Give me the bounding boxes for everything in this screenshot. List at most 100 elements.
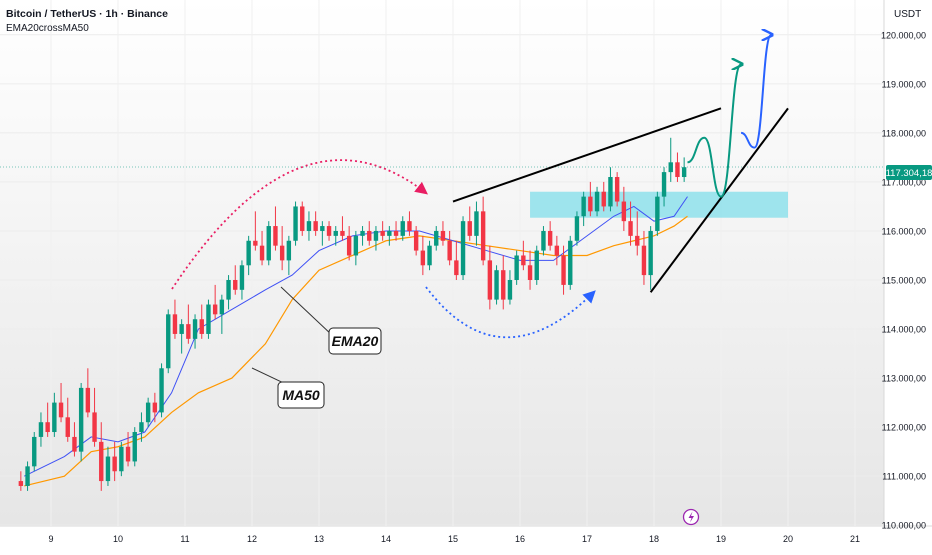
candle-body (166, 314, 171, 369)
candle-body (32, 436, 37, 467)
candle-body (239, 265, 245, 290)
time-tick-label: 10 (113, 534, 123, 544)
candle-body (179, 324, 184, 334)
candle-body (400, 221, 405, 236)
time-tick-label: 19 (716, 534, 726, 544)
currency-label: USDT (894, 9, 921, 20)
candle-body (186, 324, 191, 339)
callout-ema20-pointer (280, 286, 334, 337)
candle-body (420, 250, 426, 266)
candle-body (65, 417, 70, 437)
price-tick-label: 111.000,00 (882, 472, 926, 482)
candle-body (132, 432, 137, 462)
price-tick-label: 112.000,00 (882, 423, 926, 433)
candle-body (675, 162, 680, 178)
candle-body (72, 436, 77, 452)
candle-body (326, 226, 332, 236)
candle-body (614, 177, 620, 202)
candle-body (628, 221, 633, 236)
price-tick-label: 110.000,00 (882, 521, 926, 531)
time-tick-label: 16 (515, 534, 525, 544)
price-tick-label: 118.000,00 (882, 128, 926, 138)
candle-body (259, 245, 265, 261)
price-tick-label: 116.000,00 (882, 226, 926, 236)
time-tick-label: 12 (247, 534, 257, 544)
candle-body (152, 402, 158, 413)
candle-body (346, 235, 352, 256)
candle-body (159, 368, 164, 413)
candle-body (621, 201, 627, 222)
candle-body (273, 226, 278, 246)
candle-body (99, 441, 104, 482)
candle-body (253, 240, 258, 246)
time-tick-label: 15 (448, 534, 458, 544)
candle-body (514, 255, 519, 280)
lightning-icon[interactable] (682, 508, 700, 526)
resistance-trendline (452, 107, 722, 203)
candle-body (434, 230, 439, 246)
candle-body (367, 230, 372, 241)
candle-body (226, 280, 231, 300)
projection-path-blue (740, 35, 771, 149)
candle-body (467, 221, 472, 236)
candle-body (145, 402, 151, 423)
candle-body (413, 230, 419, 251)
candle-body (501, 270, 506, 300)
candle-body (119, 446, 124, 472)
candle-body (568, 240, 573, 285)
time-tick-label: 17 (582, 534, 592, 544)
candle-body (266, 226, 271, 261)
price-tick-label: 114.000,00 (882, 325, 926, 335)
candle-body (78, 387, 84, 452)
candle-body (219, 299, 225, 315)
candle-body (648, 230, 653, 276)
candle-body (460, 221, 466, 276)
candle-body (192, 319, 198, 339)
candle-body (353, 235, 359, 256)
candle-body (233, 280, 238, 290)
time-axis-background (0, 526, 932, 550)
price-tick-label: 120.000,00 (881, 30, 926, 40)
price-axis: 110.000,00 111.000,00 112.000,00 113.000,00… (881, 30, 926, 530)
candle-body (38, 422, 44, 437)
callout-ma50-text: MA50 (282, 387, 320, 403)
candle-body (601, 191, 606, 207)
candle-body (541, 230, 546, 251)
drawings (171, 35, 789, 339)
time-tick-label: 18 (649, 534, 659, 544)
candle-body (668, 162, 673, 173)
support-trendline (649, 107, 789, 293)
candle-body (661, 172, 667, 197)
callout-ema20: EMA20 (280, 286, 382, 355)
price-tick-label: 119.000,00 (882, 79, 926, 89)
ma50-line (24, 215, 688, 487)
price-tag-box (886, 165, 932, 180)
candle-body (92, 412, 97, 442)
price-axis-background (884, 0, 932, 526)
candle-body (25, 466, 30, 486)
candle-body (494, 270, 499, 300)
candle-body (608, 177, 613, 207)
candle-body (588, 196, 593, 212)
callout-ma50: MA50 (251, 367, 325, 409)
price-tag: 117.304,18 (886, 165, 932, 180)
callout-ma50-box (277, 381, 325, 409)
time-tick-label: 14 (381, 534, 391, 544)
candle-body (52, 402, 57, 433)
candle-body (380, 230, 385, 236)
candle-body (293, 206, 298, 241)
candle-body (547, 230, 553, 246)
candle-body (306, 221, 312, 231)
candle-body (340, 230, 345, 236)
candle-body (480, 211, 486, 261)
dotted-arc-blue (425, 286, 596, 339)
candle-body (521, 255, 526, 266)
indicator-label: EMA20crossMA50 (6, 23, 89, 34)
candle-body (279, 245, 285, 261)
candle-body (125, 446, 131, 462)
candle-body (527, 265, 533, 280)
candle-body (407, 221, 412, 231)
candle-body (313, 221, 318, 231)
